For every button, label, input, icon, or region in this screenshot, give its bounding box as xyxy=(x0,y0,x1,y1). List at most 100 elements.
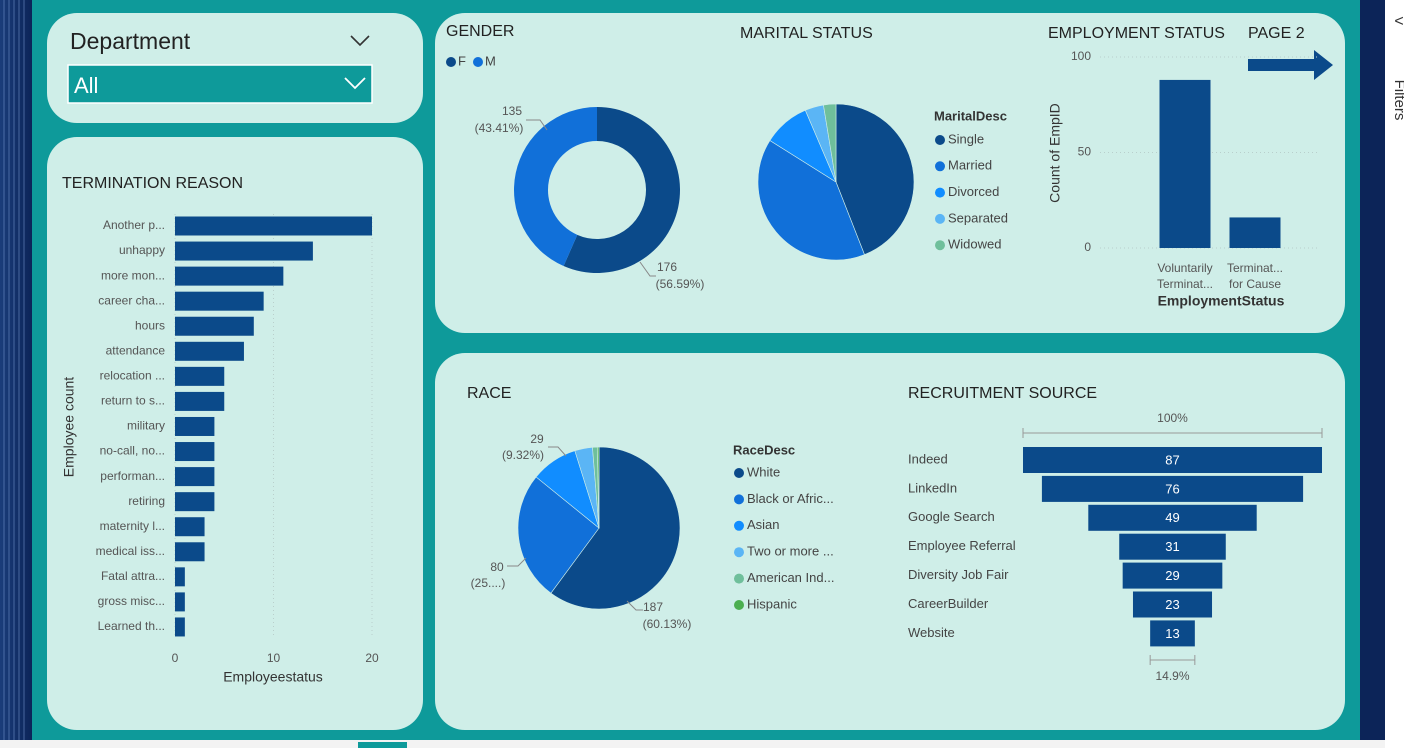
x-tick-label: 10 xyxy=(267,651,281,665)
filters-label[interactable]: Filters xyxy=(1391,80,1404,121)
legend-label: Widowed xyxy=(948,237,1001,252)
pie-slice xyxy=(835,103,915,256)
legend-label: White xyxy=(747,464,780,479)
right-border xyxy=(1360,0,1385,748)
legend-swatch xyxy=(734,600,744,610)
legend-swatch xyxy=(935,240,945,251)
legend-label: Asian xyxy=(747,517,780,532)
bar xyxy=(175,467,215,487)
legend-label: M xyxy=(485,53,496,68)
category-label: LinkedIn xyxy=(908,480,957,495)
legend-label: Married xyxy=(948,158,992,173)
y-tick-label: performan... xyxy=(100,469,165,483)
y-tick-label: hours xyxy=(135,318,165,332)
left-border xyxy=(0,0,32,748)
x-axis-title: Employeestatus xyxy=(223,669,323,685)
data-label: 31 xyxy=(1165,539,1179,554)
data-label: 135 xyxy=(502,104,522,118)
bar xyxy=(175,592,185,612)
data-label-percent: (60.13%) xyxy=(643,617,692,631)
legend-label: Separated xyxy=(948,210,1008,225)
chart-title: EMPLOYMENT STATUS xyxy=(1048,25,1225,42)
legend-label: American Ind... xyxy=(747,570,834,585)
y-tick-label: gross misc... xyxy=(98,594,165,608)
leader-line xyxy=(639,261,656,277)
y-tick-label: unhappy xyxy=(119,243,165,257)
funnel-bracket xyxy=(1022,428,1323,438)
legend-title: RaceDesc xyxy=(733,442,795,457)
funnel-bar xyxy=(1088,504,1257,531)
active-tab[interactable] xyxy=(358,742,407,748)
data-label: 187 xyxy=(643,600,663,614)
bar xyxy=(175,492,215,512)
y-axis-title: Employee count xyxy=(61,377,77,478)
bar xyxy=(175,617,185,637)
slicer-dropdown[interactable] xyxy=(67,64,373,104)
funnel-bar xyxy=(1150,620,1195,647)
x-tick-label-box: Terminat... for Cause xyxy=(1226,261,1283,291)
funnel-bracket xyxy=(1149,655,1196,665)
funnel-bar xyxy=(1132,591,1213,618)
x-tick-label: 0 xyxy=(172,651,179,665)
page-tabs xyxy=(0,740,1385,748)
y-tick-label: 50 xyxy=(1078,145,1092,159)
leader-line xyxy=(626,600,643,611)
funnel-bar xyxy=(1023,447,1322,473)
bar xyxy=(175,341,244,361)
slicer-label: Department xyxy=(70,28,191,54)
filters-collapse[interactable]: < xyxy=(1394,13,1403,30)
y-tick-label: relocation ... xyxy=(100,369,165,383)
legend-swatch xyxy=(446,57,456,67)
data-label: 13 xyxy=(1165,626,1179,641)
bar xyxy=(175,366,225,386)
chart-title: RECRUITMENT SOURCE xyxy=(908,385,1097,402)
bar xyxy=(175,442,215,462)
category-label: Diversity Job Fair xyxy=(908,567,1009,582)
category-label: CareerBuilder xyxy=(908,596,989,611)
x-tick-label: Terminat... for Cause xyxy=(1226,261,1283,291)
pie-slice xyxy=(563,107,680,273)
bar xyxy=(175,567,185,587)
bar xyxy=(175,216,372,236)
funnel-bottom-label: 14.9% xyxy=(1155,669,1189,683)
legend-swatch xyxy=(734,520,744,531)
bar xyxy=(175,542,205,562)
data-label: 176 xyxy=(657,260,677,274)
legend-label: Two or more ... xyxy=(747,544,834,559)
y-tick-label: attendance xyxy=(106,343,166,357)
chart-title: GENDER xyxy=(446,23,514,40)
slicer-value[interactable]: All xyxy=(74,73,98,98)
y-tick-label: career cha... xyxy=(98,293,165,307)
data-label-percent: (25....) xyxy=(471,576,506,590)
pie-slice xyxy=(757,140,865,261)
x-axis-title: EmploymentStatus xyxy=(1158,293,1285,309)
pie-slice xyxy=(597,446,600,529)
data-label: 76 xyxy=(1165,481,1179,496)
legend-label: Black or Afric... xyxy=(747,491,834,506)
y-tick-label: military xyxy=(127,419,165,433)
filters-pane xyxy=(1385,0,1404,748)
y-tick-label: retiring xyxy=(128,494,165,508)
x-tick-label: 20 xyxy=(365,651,379,665)
bar xyxy=(175,291,264,311)
data-label-percent: (43.41%) xyxy=(475,121,524,135)
chart-title: MARITAL STATUS xyxy=(740,25,873,42)
dropdown-chevron[interactable] xyxy=(344,77,366,90)
slicer-chevron[interactable] xyxy=(350,35,370,47)
page-link[interactable]: PAGE 2 xyxy=(1248,25,1305,42)
y-tick-label: no-call, no... xyxy=(100,444,165,458)
y-tick-label: maternity l... xyxy=(100,519,165,533)
left-pattern xyxy=(3,0,25,748)
category-label: Google Search xyxy=(908,509,995,524)
leader-line xyxy=(548,446,567,457)
y-tick-label: more mon... xyxy=(101,268,165,282)
bar xyxy=(1159,79,1211,248)
funnel-top-label: 100% xyxy=(1157,411,1188,425)
bar xyxy=(1229,217,1281,248)
y-tick-label: 100 xyxy=(1071,49,1091,63)
legend-label: Single xyxy=(948,131,984,146)
page-arrow[interactable] xyxy=(1248,50,1333,80)
pie-slice xyxy=(823,103,837,183)
legend-label: Hispanic xyxy=(747,596,797,611)
